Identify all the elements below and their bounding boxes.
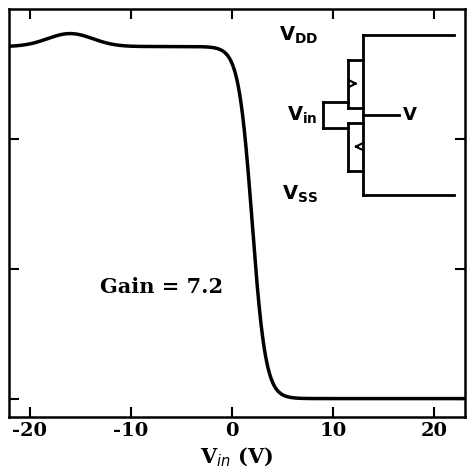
Text: $\mathbf{V_{DD}}$: $\mathbf{V_{DD}}$ [279, 25, 318, 46]
Text: Gain = 7.2: Gain = 7.2 [100, 277, 224, 297]
Text: $\mathbf{V_{SS}}$: $\mathbf{V_{SS}}$ [282, 184, 318, 205]
Text: $\mathbf{V}$: $\mathbf{V}$ [402, 106, 418, 124]
Text: $\mathbf{V_{in}}$: $\mathbf{V_{in}}$ [287, 104, 318, 126]
X-axis label: V$_{in}$ (V): V$_{in}$ (V) [200, 446, 274, 469]
